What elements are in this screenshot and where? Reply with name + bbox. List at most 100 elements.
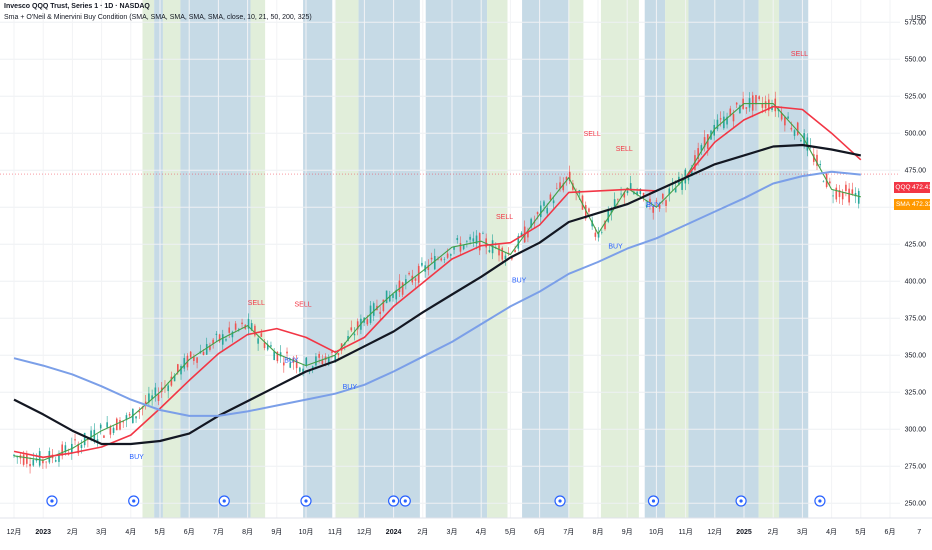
price-tag-sma-value: 472.32 xyxy=(912,199,932,210)
candle-body xyxy=(356,321,359,330)
candle-body xyxy=(318,353,320,358)
candle-body xyxy=(539,205,542,218)
shaded-band xyxy=(522,0,569,518)
candle-body xyxy=(851,189,854,194)
candle-body xyxy=(639,188,642,195)
y-tick-label: 300.00 xyxy=(905,427,927,434)
candle-body xyxy=(501,247,504,260)
candle-body xyxy=(299,367,301,372)
candle-body xyxy=(527,232,529,238)
candle-body xyxy=(115,418,118,431)
candle-body xyxy=(482,233,484,235)
dividend-event-dot xyxy=(132,499,136,503)
candle-body xyxy=(32,459,35,466)
candle-body xyxy=(517,235,520,249)
candle-body xyxy=(372,303,375,316)
candle-body xyxy=(649,198,651,204)
x-tick-label: 4月 xyxy=(826,528,837,536)
sell-signal: SELL xyxy=(791,51,808,58)
dividend-event-dot xyxy=(50,499,54,503)
candle-body xyxy=(658,204,661,209)
x-tick-label: 6月 xyxy=(885,528,896,536)
candle-body xyxy=(668,188,671,195)
shaded-band xyxy=(162,0,181,518)
candle-body xyxy=(835,187,838,200)
candle-body xyxy=(475,235,478,245)
candle-body xyxy=(498,245,500,256)
shaded-band xyxy=(600,0,639,518)
candle-body xyxy=(748,98,751,108)
candle-body xyxy=(350,327,353,331)
candle-body xyxy=(90,430,92,438)
candle-body xyxy=(838,190,841,197)
candle-body xyxy=(623,192,626,198)
candle-body xyxy=(581,195,584,210)
candle-body xyxy=(652,206,654,213)
candle-body xyxy=(286,351,288,354)
candle-body xyxy=(758,96,760,100)
candle-body xyxy=(665,200,667,206)
shaded-band xyxy=(154,0,163,518)
candle-body xyxy=(125,415,128,421)
candle-body xyxy=(212,339,214,345)
x-tick-label: 5月 xyxy=(855,528,866,536)
candle-body xyxy=(617,198,619,200)
candle-body xyxy=(263,342,266,349)
candle-body xyxy=(408,272,410,275)
candle-body xyxy=(234,323,237,330)
candle-body xyxy=(96,439,99,442)
candle-body xyxy=(257,338,259,344)
y-tick-label: 325.00 xyxy=(905,390,927,397)
candle-body xyxy=(520,232,523,237)
candle-body xyxy=(295,360,298,369)
candle-body xyxy=(469,236,471,240)
candle-body xyxy=(22,454,25,465)
candle-body xyxy=(446,253,449,258)
candle-body xyxy=(122,421,125,423)
signals: BUY SELL SELL BUY BUY SELL BUY SELL SELL BUY BUY SE… xyxy=(129,51,808,461)
candle-body xyxy=(119,420,121,430)
dividend-event-dot xyxy=(558,499,562,503)
x-tick-label: 4月 xyxy=(476,528,487,536)
candle-body xyxy=(430,257,433,260)
candle-body xyxy=(99,424,102,429)
shaded-band xyxy=(688,0,759,518)
x-tick-label: 7月 xyxy=(563,528,574,536)
candle-body xyxy=(315,356,317,366)
candle-body xyxy=(106,422,108,428)
candle-body xyxy=(832,195,834,197)
candle-body xyxy=(103,435,105,438)
x-tick-label: 2月 xyxy=(768,528,779,536)
candle-body xyxy=(848,188,850,203)
indicator-label: Sma + O'Neil & Minervini Buy Condition (… xyxy=(4,14,312,21)
x-tick-label: 12月 xyxy=(357,528,372,536)
candle-body xyxy=(196,357,198,363)
candle-body xyxy=(154,387,157,396)
x-tick-label: 7月 xyxy=(213,528,224,536)
candle-body xyxy=(337,353,340,356)
candle-body xyxy=(857,190,860,204)
candle-body xyxy=(109,426,112,435)
y-tick-label: 250.00 xyxy=(905,501,927,508)
x-tick-label: 10月 xyxy=(649,528,664,536)
shaded-band xyxy=(665,0,689,518)
candle-body xyxy=(202,351,205,356)
candle-body xyxy=(504,255,507,260)
y-tick-label: 525.00 xyxy=(905,94,927,101)
candle-body xyxy=(189,351,192,358)
sell-signal: SELL xyxy=(295,301,312,308)
candle-body xyxy=(433,256,436,270)
currency-label: USD xyxy=(911,15,926,22)
candle-body xyxy=(604,220,606,230)
candle-body xyxy=(600,232,603,233)
candle-body xyxy=(462,245,465,250)
candle-body xyxy=(681,179,683,190)
candle-body xyxy=(655,200,658,202)
candle-body xyxy=(45,461,47,463)
candle-body xyxy=(389,295,391,302)
shaded-band xyxy=(250,0,266,518)
shaded-band xyxy=(142,0,155,518)
dividend-event-dot xyxy=(222,499,226,503)
candle-body xyxy=(456,238,459,241)
